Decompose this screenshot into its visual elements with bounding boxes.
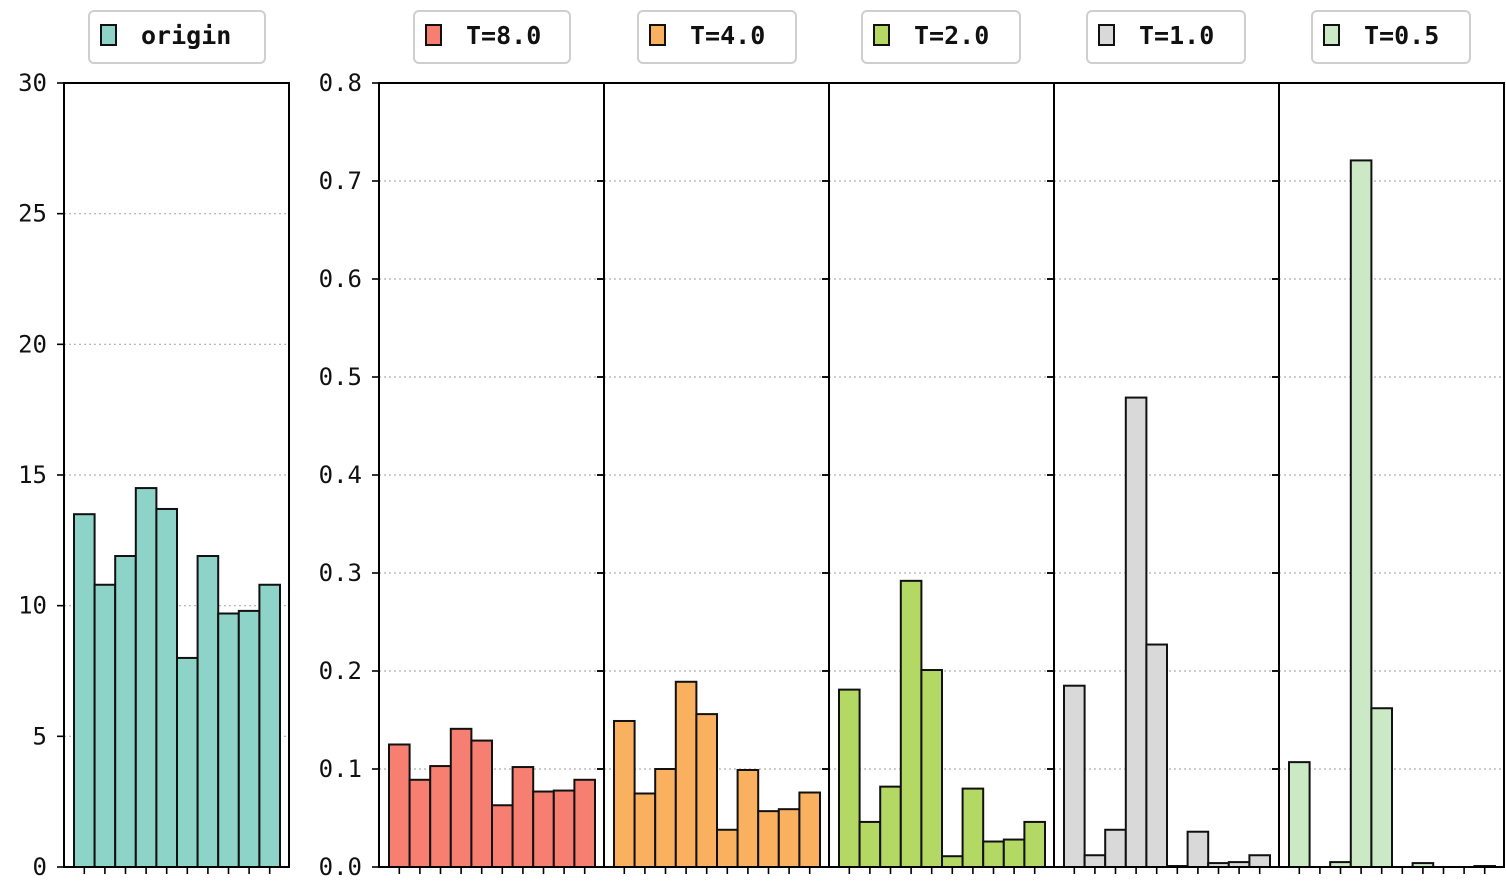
- bar-10: [1248, 854, 1272, 868]
- y-tick-label: 0.3: [319, 559, 362, 587]
- legend-box: [1086, 10, 1246, 64]
- y-tick-label: 0.6: [319, 265, 362, 293]
- y-tick-label: 0: [33, 853, 47, 881]
- bar-layer: [73, 159, 1497, 869]
- bar-1: [1288, 761, 1311, 869]
- y-tick-label: 15: [18, 461, 47, 489]
- bar-1: [1063, 684, 1086, 869]
- bar-3: [429, 765, 452, 868]
- bar-4: [1349, 159, 1373, 869]
- bar-4: [674, 680, 698, 869]
- bar-4: [134, 487, 158, 868]
- bar-9: [1002, 838, 1026, 868]
- bar-10: [1023, 820, 1047, 868]
- y-tick-label: 30: [18, 69, 47, 97]
- bar-4: [1124, 396, 1148, 868]
- legend-label: T=4.0: [690, 21, 765, 50]
- legend-swatch: [1323, 24, 1340, 46]
- legend-box: [637, 10, 797, 64]
- bar-5: [1145, 643, 1169, 868]
- y-tick-label: 0.0: [319, 853, 362, 881]
- bar-2: [1083, 854, 1107, 868]
- bar-5: [920, 669, 944, 869]
- y-tick-label: 0.7: [319, 167, 362, 195]
- bar-6: [491, 804, 514, 869]
- legend-swatch: [425, 24, 442, 46]
- legend-label: origin: [141, 21, 231, 50]
- bar-5: [695, 713, 719, 868]
- legend-swatch: [649, 24, 666, 46]
- legend-label: T=0.5: [1364, 21, 1439, 50]
- bar-1: [613, 719, 636, 868]
- bar-8: [532, 790, 555, 868]
- bar-2: [633, 792, 657, 868]
- legend-label: T=1.0: [1139, 21, 1214, 50]
- y-tick-label: 20: [18, 330, 47, 358]
- legend-swatch: [1098, 24, 1115, 46]
- bar-10: [798, 791, 822, 869]
- bar-8: [217, 612, 240, 868]
- bar-10: [573, 778, 597, 869]
- bar-7: [961, 787, 985, 868]
- legend-layer: origin T=8.0 T=4.0 T=2.0 T=1.0 T=0.5: [88, 10, 1471, 64]
- y-tick-label: 10: [18, 592, 47, 620]
- legend-box: [413, 10, 571, 64]
- bar-8: [982, 840, 1005, 869]
- legend-label: T=2.0: [914, 21, 989, 50]
- bar-4: [899, 579, 923, 869]
- y-tick-label: 25: [18, 200, 47, 228]
- legend-box: [88, 10, 266, 64]
- bar-1: [838, 688, 861, 868]
- y-tick-label: 0.5: [319, 363, 362, 391]
- bar-6: [176, 656, 199, 869]
- bar-3: [654, 768, 677, 868]
- bar-3: [879, 785, 902, 869]
- legend-swatch: [100, 24, 117, 46]
- bar-4: [449, 727, 473, 868]
- bar-9: [237, 609, 261, 868]
- bar-6: [716, 828, 739, 869]
- tick-layer: 0 5 10 15 20 25 30 0.0 0.1 0.2 0.3 0.4 0.5 0.6 0.7 0.8: [18, 69, 1486, 881]
- legend-label: T=8.0: [466, 21, 541, 50]
- bar-2: [408, 778, 432, 869]
- bar-8: [757, 810, 780, 869]
- bar-7: [736, 768, 760, 868]
- bar-7: [511, 766, 535, 868]
- y-tick-label: 0.8: [319, 69, 362, 97]
- bar-9: [777, 808, 801, 868]
- bar-2: [93, 583, 117, 868]
- legend-swatch: [873, 24, 890, 46]
- y-tick-label: 5: [33, 722, 47, 750]
- bar-1: [73, 513, 96, 868]
- bar-7: [1186, 830, 1210, 868]
- bar-5: [470, 739, 493, 869]
- bar-1: [388, 743, 411, 868]
- y-tick-label: 0.4: [319, 461, 362, 489]
- bar-9: [552, 789, 576, 868]
- bar-3: [114, 555, 137, 868]
- bar-5: [1370, 707, 1394, 868]
- bar-3: [1104, 828, 1127, 869]
- bar-5: [155, 507, 178, 868]
- legend-box: [861, 10, 1021, 64]
- y-tick-label: 0.2: [319, 657, 362, 685]
- bar-6: [941, 855, 964, 868]
- bar-2: [858, 820, 882, 868]
- bar-10: [258, 583, 281, 868]
- y-tick-label: 0.1: [319, 755, 362, 783]
- bar-7: [196, 555, 220, 868]
- legend-box: [1311, 10, 1471, 64]
